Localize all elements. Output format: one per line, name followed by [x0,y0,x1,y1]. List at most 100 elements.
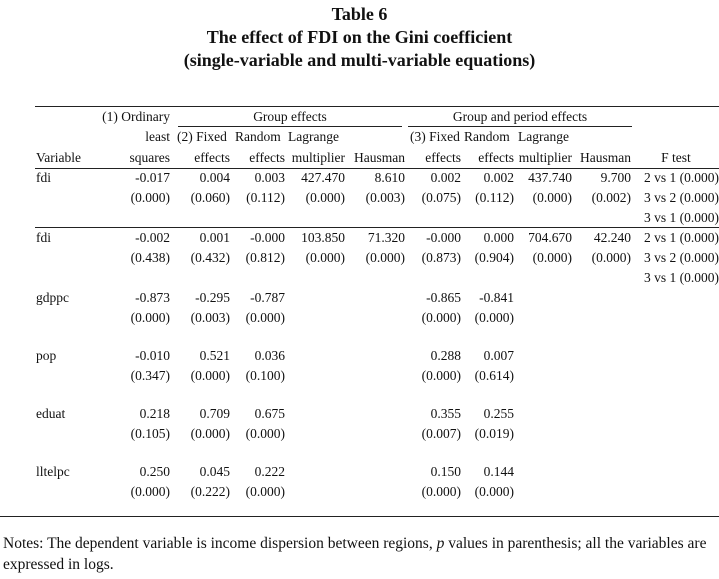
p-value-cell: (0.000) [474,484,514,499]
col1-header: squares [129,150,171,165]
row-label: lltelpc [36,464,70,479]
p-value-cell: (0.000) [421,484,461,499]
p-value-cell: (0.075) [421,190,461,205]
row-label: eduat [36,406,66,421]
col2-header: effects [194,150,230,165]
hausman-header: Hausman [580,150,631,165]
random-header: effects [478,150,514,165]
coefficient-cell: -0.295 [195,290,230,305]
coefficient-cell: -0.841 [479,290,514,305]
p-value-cell: (0.100) [245,368,285,383]
group-period-effects-header: Group and period effects [452,109,588,124]
p-value-cell: (0.000) [474,310,514,325]
p-value-cell: (0.003) [365,190,405,205]
coefficient-cell: 437.740 [528,170,572,185]
p-value-cell: (0.000) [245,484,285,499]
lagrange-header: Lagrange [518,129,569,144]
coefficient-cell: 0.288 [430,348,461,363]
row-label: fdi [36,230,51,245]
panel-separator-rule [35,227,719,228]
notes-text: values in parenthesis; all the variables… [3,535,707,573]
p-value-cell: (0.812) [245,250,285,265]
coefficient-cell: 0.007 [483,348,514,363]
p-value-cell: (0.007) [421,426,461,441]
p-value-cell: (0.000) [245,426,285,441]
coefficient-cell: 0.001 [199,230,230,245]
coefficient-cell: -0.000 [426,230,461,245]
coefficient-cell: -0.010 [135,348,170,363]
p-value-cell: (0.000) [421,368,461,383]
lagrange-header: Lagrange [288,129,339,144]
p-value-cell: (0.019) [474,426,514,441]
coefficient-cell: 0.150 [430,464,461,479]
row-label: pop [36,348,57,363]
coefficient-cell: -0.873 [135,290,170,305]
p-symbol: p [436,535,445,552]
coefficient-cell: 42.240 [593,230,631,245]
coefficient-cell: 0.218 [139,406,170,421]
coefficient-cell: -0.865 [426,290,461,305]
col1-header: (1) Ordinary [102,109,170,124]
p-value-cell: (0.112) [475,190,514,205]
lagrange-header: multiplier [518,150,572,165]
coefficient-cell: 0.045 [199,464,230,479]
coefficient-cell: 0.000 [483,230,514,245]
coefficient-cell: 103.850 [301,230,345,245]
ftest-cell: 3 vs 1 (0.000) [644,210,719,225]
ftest-cell: 3 vs 1 (0.000) [644,270,719,285]
coefficient-cell: 704.670 [528,230,572,245]
coefficient-cell: -0.017 [135,170,170,185]
row-label: fdi [36,170,51,185]
p-value-cell: (0.222) [190,484,230,499]
col1-header: least [145,129,170,144]
p-value-cell: (0.347) [130,368,170,383]
coefficient-cell: 0.709 [199,406,230,421]
coefficient-cell: 0.036 [254,348,285,363]
p-value-cell: (0.000) [532,190,572,205]
random-header: effects [249,150,285,165]
group-effects-header: Group effects [253,109,327,124]
p-value-cell: (0.000) [130,190,170,205]
p-value-cell: (0.000) [130,310,170,325]
coefficient-cell: 0.675 [254,406,285,421]
coefficient-cell: 0.144 [483,464,514,479]
coefficient-cell: 8.610 [374,170,405,185]
p-value-cell: (0.000) [532,250,572,265]
hausman-header: Hausman [354,150,405,165]
coefficient-cell: 0.250 [139,464,170,479]
p-value-cell: (0.002) [591,190,631,205]
ftest-header: F test [661,150,691,165]
p-value-cell: (0.000) [190,368,230,383]
p-value-cell: (0.000) [305,250,345,265]
coefficient-cell: 0.255 [483,406,514,421]
coefficient-cell: 0.004 [199,170,230,185]
p-value-cell: (0.432) [190,250,230,265]
coefficient-cell: -0.787 [250,290,285,305]
lagrange-header: multiplier [291,150,345,165]
p-value-cell: (0.614) [474,368,514,383]
ftest-cell: 3 vs 2 (0.000) [644,190,719,205]
p-value-cell: (0.060) [190,190,230,205]
coefficient-cell: 427.470 [301,170,345,185]
p-value-cell: (0.000) [190,426,230,441]
ftest-cell: 2 vs 1 (0.000) [644,170,719,185]
coefficient-cell: 0.002 [483,170,514,185]
coefficient-cell: 0.222 [254,464,285,479]
p-value-cell: (0.000) [245,310,285,325]
random-header: Random [464,129,510,144]
notes-text: Notes: The dependent variable is income … [3,535,437,552]
p-value-cell: (0.000) [130,484,170,499]
coefficient-cell: -0.000 [250,230,285,245]
row-label: gdppc [36,290,69,305]
coefficient-cell: 9.700 [600,170,631,185]
header-rule [35,168,719,169]
ftest-cell: 3 vs 2 (0.000) [644,250,719,265]
p-value-cell: (0.438) [130,250,170,265]
variable-header: Variable [36,150,81,165]
p-value-cell: (0.000) [421,310,461,325]
ftest-cell: 2 vs 1 (0.000) [644,230,719,245]
col3-header: (3) Fixed [410,129,460,144]
group-effects-rule [178,126,402,127]
p-value-cell: (0.112) [246,190,285,205]
coefficient-cell: 0.002 [430,170,461,185]
